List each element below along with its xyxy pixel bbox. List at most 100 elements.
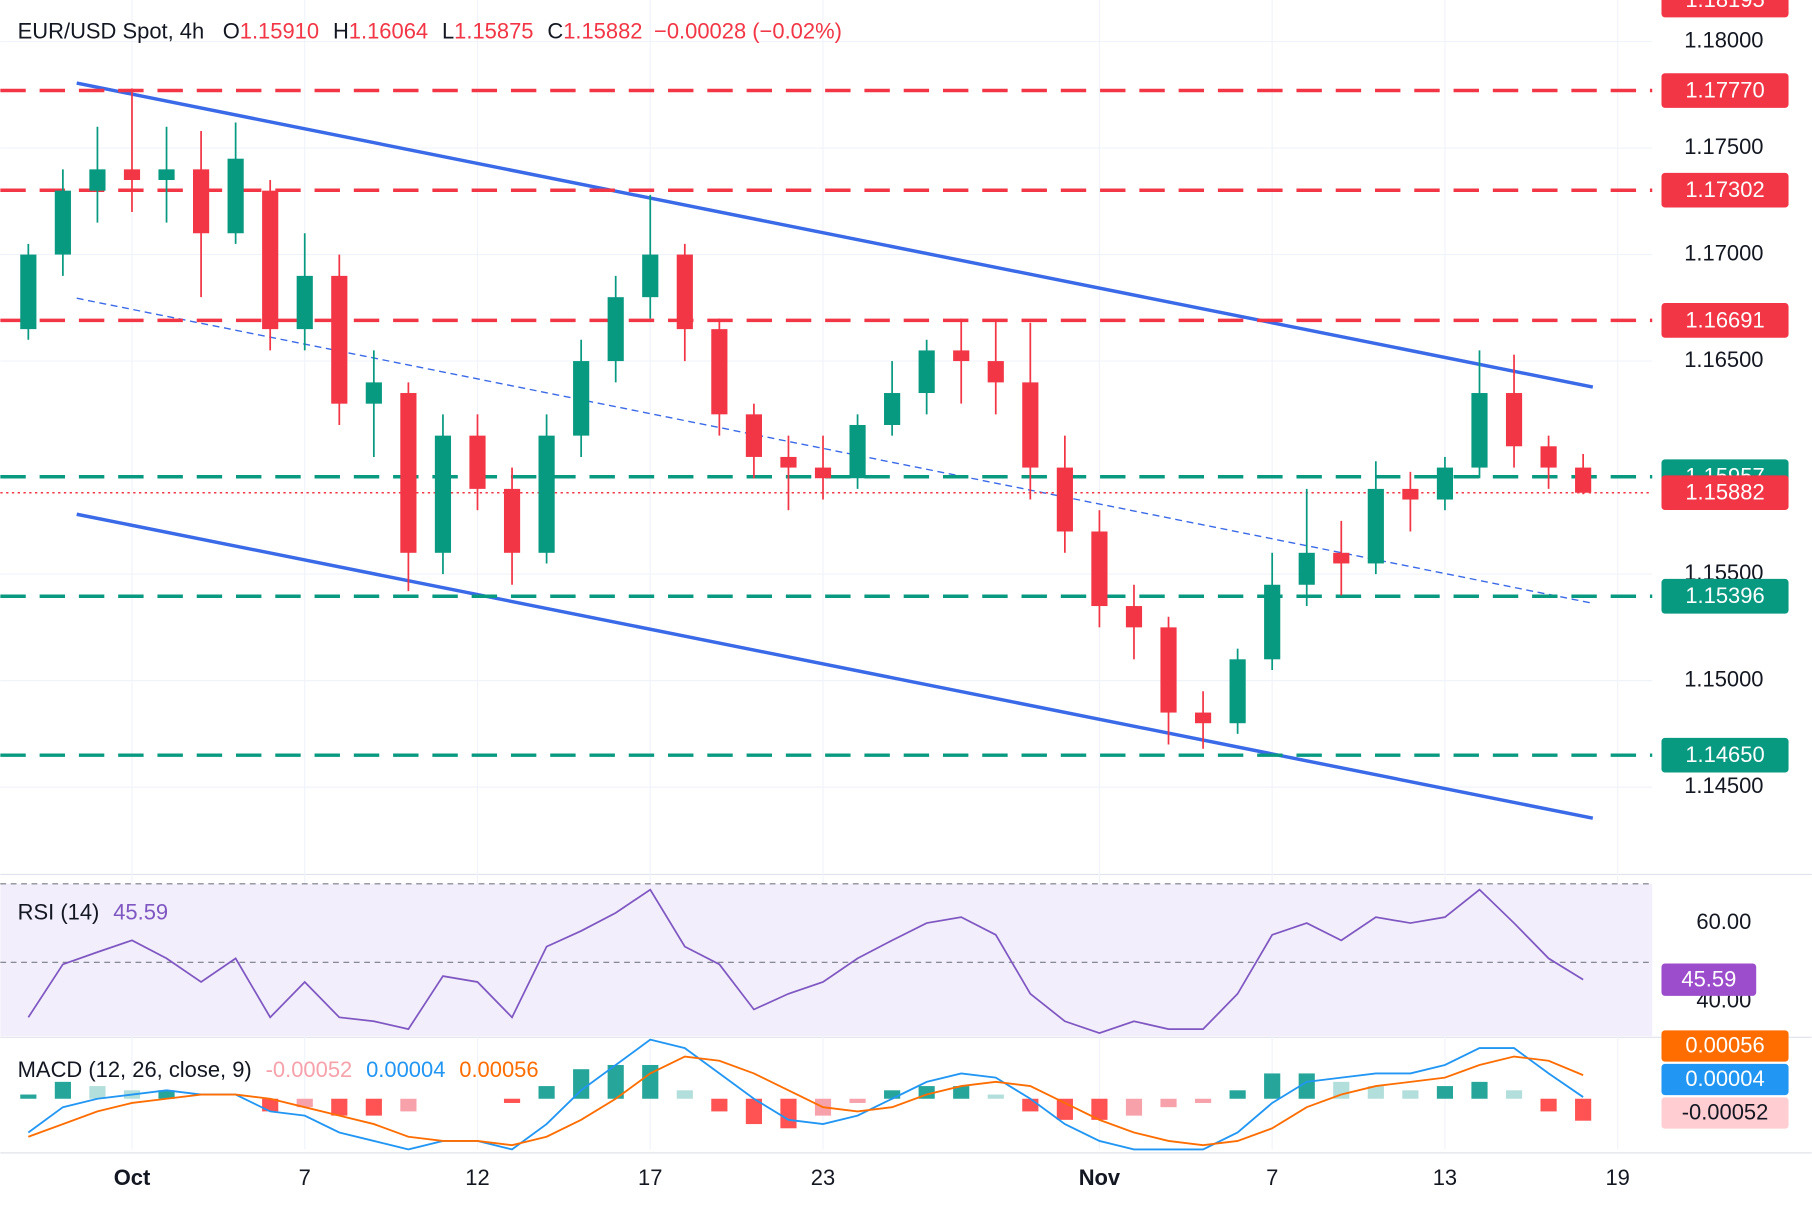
candle-body — [814, 467, 832, 479]
candle-body — [20, 254, 37, 330]
macd-histogram-bar — [1160, 1098, 1177, 1108]
macd-value-box — [1661, 1063, 1789, 1096]
price-label-box — [1661, 172, 1789, 208]
candle-body — [400, 393, 417, 553]
candle-body — [1436, 467, 1454, 500]
x-tick-label: 19 — [1605, 1165, 1629, 1190]
macd-histogram-bar — [1194, 1098, 1212, 1103]
candle-body — [607, 297, 624, 362]
macd-line — [27, 1038, 1584, 1151]
rsi-value-box — [1661, 963, 1757, 996]
ohlc-value: 1.15910 — [240, 18, 319, 43]
y-tick-label: 1.14500 — [1684, 773, 1763, 798]
candle-body — [296, 275, 313, 330]
candle-body — [676, 254, 693, 330]
x-tick-label: 12 — [465, 1165, 489, 1190]
macd-value-label: 0.00056 — [1685, 1032, 1764, 1057]
macd-histogram-bar — [296, 1098, 313, 1108]
x-tick-label: 23 — [811, 1165, 835, 1190]
candle-body — [262, 190, 279, 330]
macd-value-label: 0.00004 — [1685, 1066, 1764, 1091]
macd-value-box — [1661, 1097, 1789, 1129]
macd-legend-value: -0.00052 — [266, 1057, 353, 1082]
candle-body — [642, 254, 659, 298]
macd-histogram-bar — [780, 1098, 797, 1129]
rsi-legend: RSI (14) 45.59 — [18, 900, 168, 925]
macd-histogram-bar — [1125, 1098, 1143, 1116]
price-label-box — [1661, 0, 1789, 18]
signal-line — [28, 1055, 1584, 1147]
candle-body — [54, 190, 71, 255]
candle-body — [573, 361, 590, 436]
price-label: 1.14650 — [1685, 742, 1764, 767]
candle-body — [1229, 659, 1246, 724]
y-tick-label: 1.18000 — [1684, 27, 1763, 52]
y-tick-label: 1.15000 — [1684, 666, 1763, 691]
y-tick-label: 1.17500 — [1684, 134, 1763, 159]
candle-body — [1402, 488, 1419, 500]
candle-body — [987, 361, 1004, 383]
macd-histogram-bar — [331, 1098, 348, 1116]
symbol-title: EUR/USD Spot, 4h — [18, 18, 205, 43]
candle-body — [1091, 531, 1108, 607]
candle-body — [331, 275, 348, 404]
candle-body — [1194, 712, 1212, 724]
price-label: 1.16691 — [1685, 307, 1764, 332]
ohlc-key: H — [333, 18, 349, 43]
macd-legend: MACD (12, 26, close, 9) -0.00052 0.00004 0.… — [18, 1057, 539, 1082]
x-tick-label: Oct — [114, 1165, 151, 1190]
candle-body — [227, 158, 244, 234]
change: −0.00028 (−0.02%) — [654, 18, 842, 43]
y-tick-label: 1.16500 — [1684, 347, 1763, 372]
rsi-title: RSI (14) — [18, 900, 100, 925]
x-tick-label: 13 — [1433, 1165, 1457, 1190]
x-tick-label: 17 — [638, 1165, 662, 1190]
macd-title: MACD (12, 26, close, 9) — [18, 1057, 252, 1082]
ohlc-key: O — [223, 18, 240, 43]
price-label-box — [1661, 578, 1789, 614]
ohlc-value: 1.15882 — [563, 18, 642, 43]
macd-value-label: -0.00052 — [1682, 1099, 1769, 1124]
price-label: 1.15882 — [1685, 480, 1764, 505]
candle-body — [89, 169, 106, 191]
price-label-box — [1661, 475, 1789, 511]
macd-value-box — [1661, 1030, 1789, 1062]
candle-body — [1125, 606, 1143, 628]
x-tick-label: 7 — [299, 1165, 311, 1190]
candle-body — [1471, 393, 1488, 468]
candle-body — [711, 329, 728, 415]
candle-body — [1264, 584, 1281, 660]
macd-legend-value: 0.00004 — [366, 1057, 445, 1082]
ohlc-key: L — [442, 18, 454, 43]
ohlc-value: 1.15875 — [454, 18, 533, 43]
macd-histogram-bar — [1056, 1098, 1073, 1120]
price-label-box — [1661, 303, 1789, 338]
candle-body — [1056, 467, 1073, 532]
macd-histogram-bar — [1575, 1098, 1592, 1121]
candle-body — [953, 350, 970, 362]
candle-body — [469, 435, 486, 489]
rsi-line — [27, 888, 1584, 1034]
rsi-value: 45.59 — [113, 900, 168, 925]
macd-histogram-bar — [262, 1098, 279, 1112]
macd-histogram-bar — [1402, 1090, 1419, 1099]
y-tick-label: 1.17000 — [1684, 240, 1763, 265]
trendline — [76, 512, 1594, 820]
ohlc-key: C — [547, 18, 563, 43]
candle-body — [158, 169, 175, 181]
macd-histogram-bar — [1091, 1098, 1108, 1120]
macd-legend-value: 0.00056 — [459, 1057, 538, 1082]
macd-histogram-bar — [987, 1094, 1004, 1099]
header: EUR/USD Spot, 4h O1.15910 H1.16064 L1.15875… — [18, 18, 842, 43]
candle-body — [1333, 552, 1350, 564]
price-label: 1.18195 — [1685, 0, 1764, 12]
candle-body — [849, 424, 866, 479]
price-label: 1.17302 — [1685, 177, 1764, 202]
macd-histogram-bar — [1436, 1086, 1454, 1099]
candle-body — [365, 382, 382, 404]
candle-body — [1160, 627, 1177, 713]
macd-histogram-bar — [400, 1098, 417, 1112]
candle-body — [503, 488, 521, 553]
